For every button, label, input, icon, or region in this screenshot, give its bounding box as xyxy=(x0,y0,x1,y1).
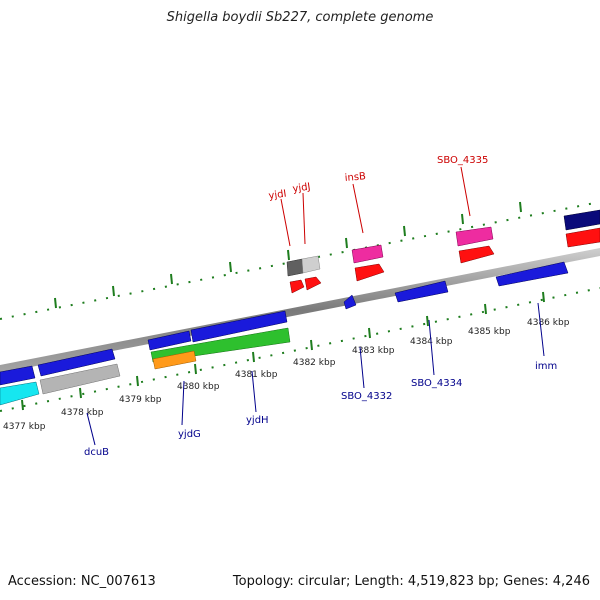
gene-arrow xyxy=(351,244,384,264)
kbp-label: 4386 kbp xyxy=(527,318,570,328)
gene-label-imm: imm xyxy=(535,361,557,372)
forward-label-leaders xyxy=(280,166,471,247)
gene-arrow xyxy=(354,263,385,282)
kbp-label: 4383 kbp xyxy=(352,346,395,356)
kbp-label: 4385 kbp xyxy=(468,327,511,337)
gene-label-yjdJ: yjdJ xyxy=(292,182,311,195)
gene-arrow xyxy=(147,330,192,351)
gene-label-dcuB: dcuB xyxy=(84,447,109,458)
gene-arrow xyxy=(190,310,288,343)
kbp-label: 4380 kbp xyxy=(177,382,220,392)
kbp-label: 4381 kbp xyxy=(235,370,278,380)
forward-strand-genes xyxy=(286,209,600,294)
reverse-label-leaders xyxy=(86,302,545,446)
gene-label-yjdI: yjdI xyxy=(268,189,287,202)
kbp-major-ticks xyxy=(21,291,545,411)
map-title: Shigella boydii Sb227, complete genome xyxy=(166,10,434,25)
kbp-label: 4377 kbp xyxy=(3,422,46,432)
gene-label-yjdH: yjdH xyxy=(246,415,269,426)
gene-label-yjdG: yjdG xyxy=(178,429,201,440)
gene-arrow xyxy=(304,276,322,291)
gene-label-SBO_4335: SBO_4335 xyxy=(437,155,488,166)
gene-arrow xyxy=(458,245,495,264)
gene-arrow xyxy=(286,258,304,277)
gene-arrow xyxy=(37,348,116,377)
kbp-label: 4379 kbp xyxy=(119,395,162,405)
kbp-label: 4382 kbp xyxy=(293,358,336,368)
gene-arrow xyxy=(152,350,197,370)
gene-arrow xyxy=(39,363,121,395)
gene-label-SBO_4334: SBO_4334 xyxy=(411,378,462,389)
accession-text: Accession: NC_007613 xyxy=(8,574,156,589)
gene-label-insB: insB xyxy=(344,171,366,184)
kbp-label: 4378 kbp xyxy=(61,408,104,418)
gene-arrow xyxy=(565,227,600,248)
topology-text: Topology: circular; Length: 4,519,823 bp… xyxy=(232,574,590,589)
gene-arrow xyxy=(394,280,449,303)
gene-arrow xyxy=(343,294,357,310)
gene-arrow xyxy=(301,255,321,274)
gene-arrow xyxy=(563,209,600,231)
gene-arrow xyxy=(495,261,569,287)
reverse-strand-genes xyxy=(0,261,569,406)
forward-major-ticks xyxy=(54,201,522,309)
gene-arrow xyxy=(0,381,40,406)
gene-label-SBO_4332: SBO_4332 xyxy=(341,391,392,402)
gene-arrow xyxy=(0,365,36,386)
gene-arrow xyxy=(455,226,494,247)
gene-arrow xyxy=(289,279,305,294)
